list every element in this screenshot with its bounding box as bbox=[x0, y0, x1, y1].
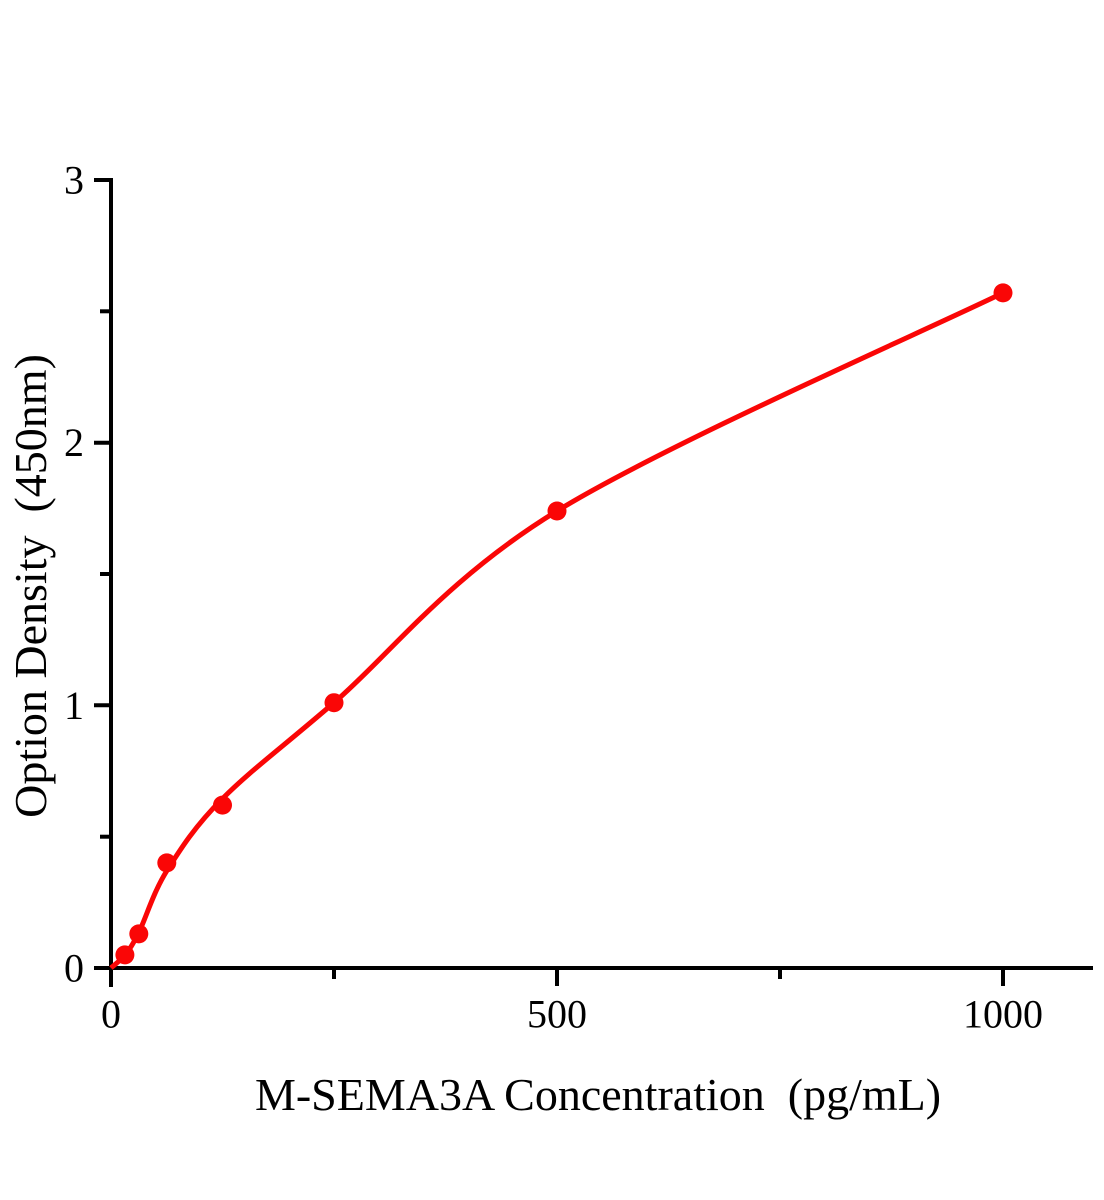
data-point bbox=[157, 853, 177, 873]
data-point bbox=[213, 795, 232, 815]
y-tick-label: 3 bbox=[64, 158, 84, 203]
y-tick-label: 0 bbox=[64, 946, 84, 991]
axes-layer: 0 1 2 3 0 500 1000 bbox=[64, 158, 1093, 1037]
series-layer bbox=[109, 283, 1013, 970]
y-axis-title: Option Density (450nm) bbox=[5, 354, 56, 818]
data-point bbox=[115, 945, 135, 965]
fit-curve bbox=[109, 290, 1005, 970]
y-tick-label: 1 bbox=[64, 683, 84, 728]
x-tick-label: 0 bbox=[101, 992, 121, 1037]
x-tick-label: 1000 bbox=[963, 992, 1043, 1037]
data-point bbox=[324, 693, 344, 713]
x-axis-title: M-SEMA3A Concentration (pg/mL) bbox=[255, 1069, 941, 1120]
y-tick-label: 2 bbox=[64, 420, 84, 465]
data-point bbox=[547, 501, 567, 521]
data-point bbox=[129, 924, 149, 944]
data-point bbox=[993, 283, 1013, 303]
x-tick-label: 500 bbox=[527, 992, 587, 1037]
